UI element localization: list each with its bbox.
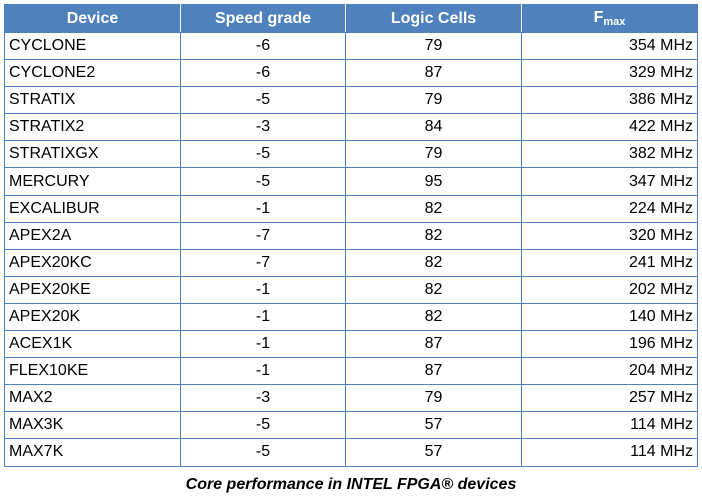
cell-logic-cells: 79: [345, 140, 522, 169]
cell-fmax: 329 MHz: [521, 59, 698, 88]
cell-speed-grade: -5: [180, 140, 346, 169]
cell-logic-cells: 95: [345, 167, 522, 196]
cell-device: CYCLONE2: [4, 59, 181, 88]
header-device: Device: [4, 4, 181, 33]
header-logic-cells: Logic Cells: [345, 4, 522, 33]
cell-speed-grade: -1: [180, 330, 346, 359]
cell-device: EXCALIBUR: [4, 194, 181, 223]
cell-speed-grade: -5: [180, 411, 346, 440]
cell-fmax: 140 MHz: [521, 302, 698, 332]
table-row: APEX20K -1 82 140 MHz: [4, 302, 698, 332]
cell-fmax: 114 MHz: [521, 411, 698, 440]
cell-speed-grade: -1: [180, 357, 346, 386]
table-row: STRATIXGX -5 79 382 MHz: [4, 140, 698, 169]
cell-speed-grade: -6: [180, 31, 346, 61]
cell-device: STRATIXGX: [4, 140, 181, 169]
cell-fmax: 196 MHz: [521, 330, 698, 359]
cell-device: MAX7K: [4, 438, 181, 467]
cell-logic-cells: 82: [345, 194, 522, 223]
cell-fmax: 202 MHz: [521, 275, 698, 304]
cell-device: STRATIX: [4, 86, 181, 115]
cell-logic-cells: 79: [345, 31, 522, 61]
table-header-row: Device Speed grade Logic Cells Fmax: [4, 4, 698, 33]
cell-speed-grade: -5: [180, 86, 346, 115]
cell-fmax: 347 MHz: [521, 167, 698, 196]
cell-logic-cells: 79: [345, 384, 522, 413]
table-row: MAX3K -5 57 114 MHz: [4, 411, 698, 440]
header-fmax-sub: max: [603, 16, 626, 28]
cell-device: ACEX1K: [4, 330, 181, 359]
table-row: ACEX1K -1 87 196 MHz: [4, 330, 698, 359]
table-row: FLEX10KE -1 87 204 MHz: [4, 357, 698, 386]
cell-speed-grade: -6: [180, 59, 346, 88]
performance-table: Device Speed grade Logic Cells Fmax CYCL…: [4, 4, 698, 467]
cell-fmax: 204 MHz: [521, 357, 698, 386]
cell-device: APEX20KE: [4, 275, 181, 304]
cell-speed-grade: -3: [180, 113, 346, 142]
cell-logic-cells: 79: [345, 86, 522, 115]
cell-speed-grade: -5: [180, 438, 346, 467]
cell-fmax: 386 MHz: [521, 86, 698, 115]
cell-fmax: 422 MHz: [521, 113, 698, 142]
table-row: APEX20KC -7 82 241 MHz: [4, 248, 698, 277]
table-row: STRATIX -5 79 386 MHz: [4, 86, 698, 115]
cell-device: APEX20K: [4, 302, 181, 332]
cell-device: MERCURY: [4, 167, 181, 196]
table-body: CYCLONE -6 79 354 MHz CYCLONE2 -6 87 329…: [4, 31, 698, 467]
table-row: CYCLONE -6 79 354 MHz: [4, 31, 698, 61]
cell-speed-grade: -1: [180, 194, 346, 223]
cell-logic-cells: 87: [345, 59, 522, 88]
cell-fmax: 257 MHz: [521, 384, 698, 413]
cell-fmax: 241 MHz: [521, 248, 698, 277]
cell-logic-cells: 82: [345, 221, 522, 250]
table-row: APEX20KE -1 82 202 MHz: [4, 275, 698, 304]
cell-logic-cells: 87: [345, 357, 522, 386]
table-caption: Core performance in INTEL FPGA® devices: [185, 476, 517, 493]
table-row: EXCALIBUR -1 82 224 MHz: [4, 194, 698, 223]
cell-logic-cells: 57: [345, 411, 522, 440]
cell-fmax: 382 MHz: [521, 140, 698, 169]
table-row: MERCURY -5 95 347 MHz: [4, 167, 698, 196]
cell-speed-grade: -1: [180, 275, 346, 304]
table-row: MAX7K -5 57 114 MHz: [4, 438, 698, 467]
cell-device: MAX3K: [4, 411, 181, 440]
header-speed-grade: Speed grade: [180, 4, 346, 33]
table-row: MAX2 -3 79 257 MHz: [4, 384, 698, 413]
cell-speed-grade: -1: [180, 302, 346, 332]
cell-speed-grade: -3: [180, 384, 346, 413]
cell-device: STRATIX2: [4, 113, 181, 142]
cell-logic-cells: 84: [345, 113, 522, 142]
cell-device: FLEX10KE: [4, 357, 181, 386]
header-fmax: Fmax: [521, 4, 698, 33]
cell-logic-cells: 57: [345, 438, 522, 467]
table-row: APEX2A -7 82 320 MHz: [4, 221, 698, 250]
header-fmax-main: F: [593, 9, 604, 26]
cell-logic-cells: 82: [345, 275, 522, 304]
cell-speed-grade: -7: [180, 248, 346, 277]
cell-logic-cells: 82: [345, 248, 522, 277]
cell-fmax: 224 MHz: [521, 194, 698, 223]
cell-device: APEX2A: [4, 221, 181, 250]
cell-logic-cells: 82: [345, 302, 522, 332]
cell-fmax: 320 MHz: [521, 221, 698, 250]
cell-device: CYCLONE: [4, 31, 181, 61]
table-row: CYCLONE2 -6 87 329 MHz: [4, 59, 698, 88]
cell-fmax: 354 MHz: [521, 31, 698, 61]
cell-logic-cells: 87: [345, 330, 522, 359]
cell-device: MAX2: [4, 384, 181, 413]
cell-speed-grade: -7: [180, 221, 346, 250]
cell-speed-grade: -5: [180, 167, 346, 196]
cell-device: APEX20KC: [4, 248, 181, 277]
cell-fmax: 114 MHz: [521, 438, 698, 467]
table-row: STRATIX2 -3 84 422 MHz: [4, 113, 698, 142]
performance-table-container: Device Speed grade Logic Cells Fmax CYCL…: [4, 4, 698, 467]
